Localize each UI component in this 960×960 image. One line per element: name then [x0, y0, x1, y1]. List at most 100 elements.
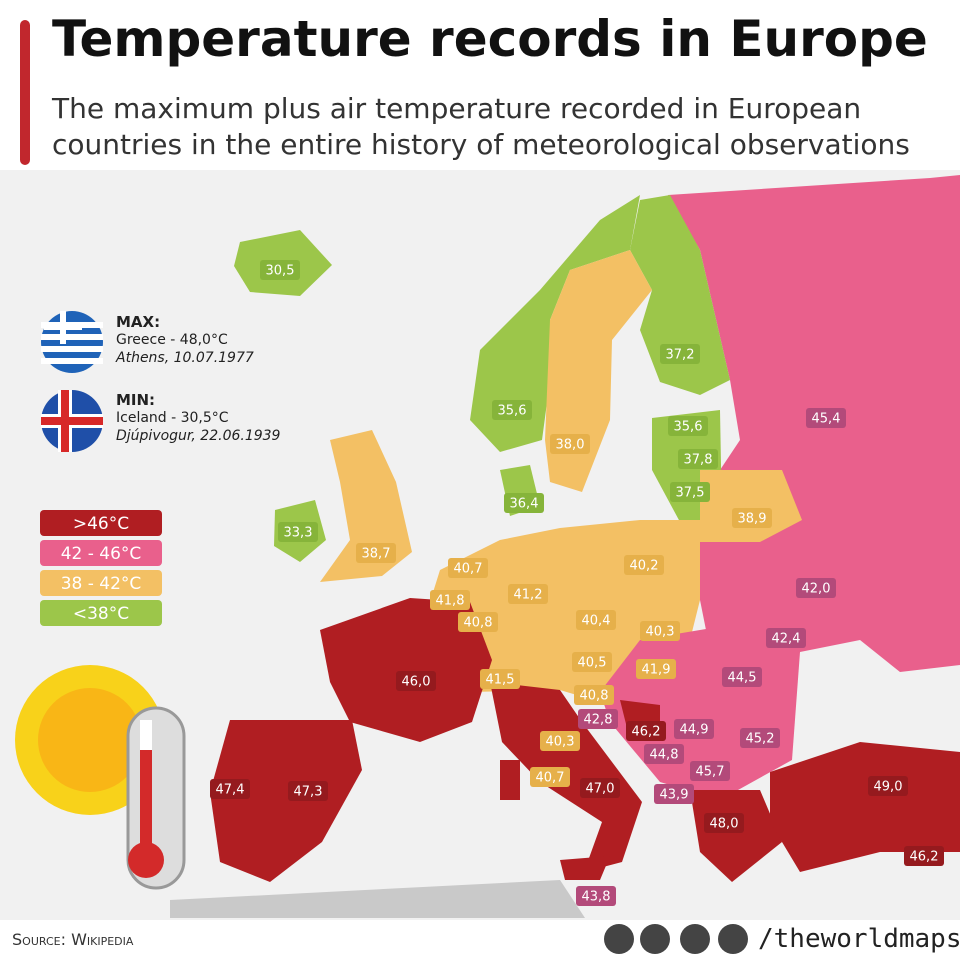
value-label: 48,0 — [710, 817, 739, 832]
norway — [470, 195, 640, 452]
value-label: 44,9 — [680, 723, 709, 738]
value-label: 47,3 — [294, 785, 323, 800]
value-label: 40,7 — [536, 771, 565, 786]
value-box — [806, 408, 846, 428]
france — [320, 598, 492, 742]
value-box — [580, 778, 620, 798]
value-label: 41,2 — [514, 588, 543, 603]
value-box — [796, 578, 836, 598]
value-box — [288, 781, 328, 801]
value-box — [636, 659, 676, 679]
value-label: 35,6 — [498, 404, 527, 419]
value-label: 46,2 — [632, 725, 661, 740]
value-box — [576, 886, 616, 906]
source: Source: Wikipedia — [12, 930, 134, 949]
iceland-flag — [41, 390, 103, 452]
value-box — [644, 744, 684, 764]
value-box — [868, 776, 908, 796]
value-box — [624, 555, 664, 575]
value-box — [740, 728, 780, 748]
value-label: 41,9 — [642, 663, 671, 678]
value-box — [578, 709, 618, 729]
record-label: MIN: — [116, 391, 156, 409]
value-label: 38,9 — [738, 512, 767, 527]
value-label: 37,5 — [676, 486, 705, 501]
legend-label: 38 - 42°C — [61, 574, 142, 594]
sicily — [560, 856, 610, 880]
record-text: Greece - 48,0°C — [116, 332, 228, 348]
value-box — [572, 652, 612, 672]
value-label: 40,3 — [646, 625, 675, 640]
value-label: 47,4 — [216, 783, 245, 798]
value-box — [732, 508, 772, 528]
record-text: Iceland - 30,5°C — [116, 410, 229, 426]
value-label: 42,8 — [584, 713, 613, 728]
value-box — [660, 344, 700, 364]
title-bar — [20, 20, 30, 165]
value-box — [670, 482, 710, 502]
value-box — [576, 610, 616, 630]
value-box — [640, 621, 680, 641]
value-label: 44,5 — [728, 671, 757, 686]
value-label: 43,8 — [582, 890, 611, 905]
value-label: 46,2 — [910, 850, 939, 865]
value-label: 40,2 — [630, 559, 659, 574]
value-label: 37,8 — [684, 453, 713, 468]
value-label: 40,4 — [582, 614, 611, 629]
value-label: 40,8 — [580, 689, 609, 704]
value-box — [530, 767, 570, 787]
value-box — [678, 449, 718, 469]
legend-label: >46°C — [73, 514, 129, 534]
africa — [170, 880, 585, 918]
value-box — [704, 813, 744, 833]
russia-ukraine — [668, 175, 960, 700]
value-box — [210, 779, 250, 799]
legend-swatch — [40, 540, 162, 566]
value-box — [654, 784, 694, 804]
value-box — [674, 719, 714, 739]
value-label: 42,0 — [802, 582, 831, 597]
record-detail: Djúpivogur, 22.06.1939 — [116, 428, 281, 444]
value-label: 46,0 — [402, 675, 431, 690]
value-box — [574, 685, 614, 705]
legend-swatch — [40, 510, 162, 536]
finland — [630, 195, 730, 395]
value-label: 45,4 — [812, 412, 841, 427]
value-box — [430, 590, 470, 610]
value-label: 40,8 — [464, 616, 493, 631]
value-label: 43,9 — [660, 788, 689, 803]
value-label: 41,5 — [486, 673, 515, 688]
value-label: 42,4 — [772, 632, 801, 647]
legend-swatch — [40, 570, 162, 596]
value-box — [690, 761, 730, 781]
value-label: 33,3 — [284, 526, 313, 541]
value-box — [396, 671, 436, 691]
legend-label: 42 - 46°C — [61, 544, 142, 564]
value-box — [260, 260, 300, 280]
title: Temperature records in Europe — [52, 10, 928, 68]
sweden — [545, 250, 652, 492]
value-label: 36,4 — [510, 497, 539, 512]
value-label: 45,2 — [746, 732, 775, 747]
legend-swatch — [40, 600, 162, 626]
value-box — [550, 434, 590, 454]
value-label: 41,8 — [436, 594, 465, 609]
value-box — [356, 543, 396, 563]
record-label: MAX: — [116, 313, 161, 331]
value-box — [904, 846, 944, 866]
value-box — [480, 669, 520, 689]
handle: /theworldmaps — [758, 924, 960, 954]
legend-label: <38°C — [73, 604, 129, 624]
subtitle: The maximum plus air temperature recorde… — [52, 92, 862, 125]
value-label: 40,7 — [454, 562, 483, 577]
value-label: 40,3 — [546, 735, 575, 750]
record-detail: Athens, 10.07.1977 — [116, 350, 254, 366]
value-label: 47,0 — [586, 782, 615, 797]
value-box — [492, 400, 532, 420]
greek-flag — [41, 311, 103, 373]
value-label: 44,8 — [650, 748, 679, 763]
value-box — [448, 558, 488, 578]
thermometer — [126, 706, 186, 890]
belarus — [700, 470, 802, 542]
